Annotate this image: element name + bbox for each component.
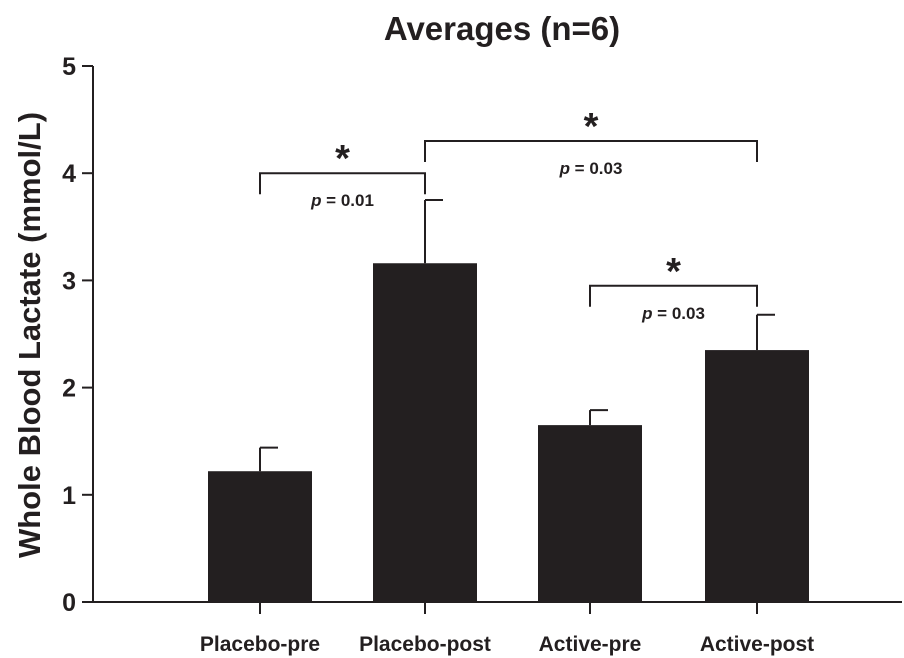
y-tick-label: 2: [62, 375, 76, 403]
significance-star: *: [335, 138, 350, 180]
p-value: = 0.03: [652, 304, 704, 323]
significance-bracket: [259, 172, 426, 195]
bar-placebo-pre: [208, 471, 312, 602]
x-tick-label: Placebo-pre: [200, 633, 320, 656]
x-tick-label: Placebo-post: [359, 633, 491, 656]
p-value-label: p = 0.01: [310, 191, 374, 210]
y-tick-label: 4: [62, 160, 76, 188]
y-tick-label: 5: [62, 53, 76, 81]
bars: Placebo-pre Placebo-post Active-pre Active-…: [200, 199, 814, 656]
p-value-label: p = 0.03: [641, 304, 705, 323]
y-axis-label: Whole Blood Lactate (mmol/L): [12, 112, 47, 558]
p-value-label: p = 0.03: [559, 159, 623, 178]
bar-placebo-post: [373, 263, 477, 602]
bar-active-pre: [538, 425, 642, 602]
y-tick-label: 1: [62, 482, 76, 510]
significance-star: *: [666, 251, 681, 293]
p-letter: p: [310, 191, 321, 210]
p-value: = 0.03: [570, 159, 622, 178]
significance-star: *: [584, 106, 599, 148]
y-tick-label: 0: [62, 589, 76, 617]
p-letter: p: [641, 304, 652, 323]
significance-bracket: [589, 284, 758, 307]
p-value: = 0.01: [321, 191, 373, 210]
bar-active-post: [705, 350, 809, 602]
significance-annotations: * p = 0.01 * p = 0.03 * p = 0.03: [259, 106, 758, 323]
chart-title: Averages (n=6): [384, 10, 620, 47]
significance-bracket: [424, 140, 758, 163]
y-tick-label: 3: [62, 267, 76, 295]
x-tick-label: Active-pre: [539, 633, 642, 656]
x-tick-label: Active-post: [700, 633, 814, 656]
p-letter: p: [559, 159, 570, 178]
